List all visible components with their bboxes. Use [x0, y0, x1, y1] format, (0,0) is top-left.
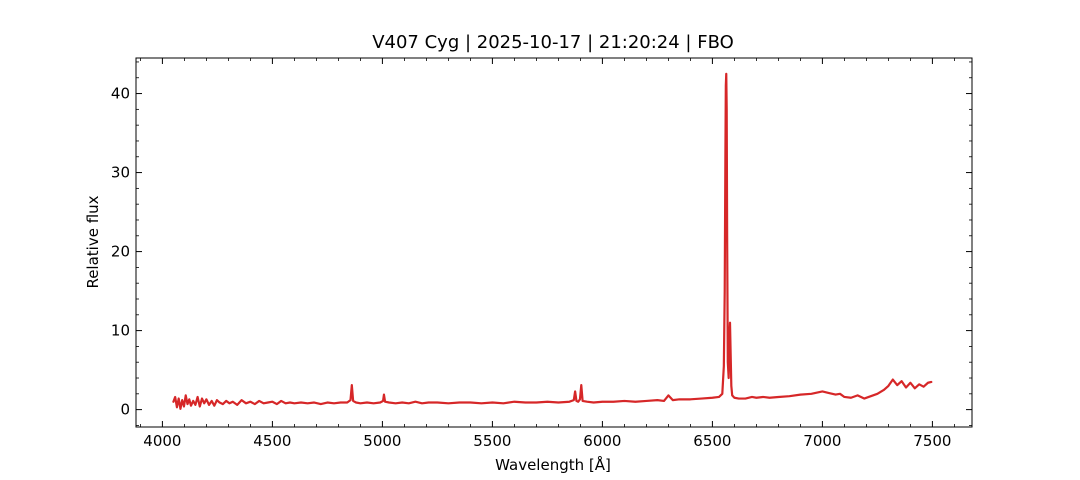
x-tick-label: 4500 — [253, 432, 291, 450]
y-tick-label: 30 — [111, 164, 130, 182]
x-tick-label: 7000 — [803, 432, 841, 450]
x-tick-label: 4000 — [143, 432, 181, 450]
x-tick-label: 5500 — [473, 432, 511, 450]
y-axis-label: Relative flux — [84, 195, 102, 288]
spectrum-line — [172, 72, 933, 410]
y-tick-label: 0 — [120, 401, 130, 419]
y-tick-label: 10 — [111, 322, 130, 340]
y-tick-label: 40 — [111, 85, 130, 103]
x-tick-label: 5000 — [363, 432, 401, 450]
tick-labels: 4000 4500 5000 5500 6000 6500 7000 7500 0 10 20 30 4… — [111, 85, 952, 450]
x-tick-label: 6000 — [583, 432, 621, 450]
major-ticks — [136, 58, 972, 427]
x-tick-label: 7500 — [913, 432, 951, 450]
x-tick-label: 6500 — [693, 432, 731, 450]
plot-frame — [135, 57, 973, 428]
x-axis-label: Wavelength [Å] — [495, 455, 611, 474]
y-tick-label: 20 — [111, 243, 130, 261]
chart-title: V407 Cyg | 2025-10-17 | 21:20:24 | FBO — [372, 32, 734, 53]
